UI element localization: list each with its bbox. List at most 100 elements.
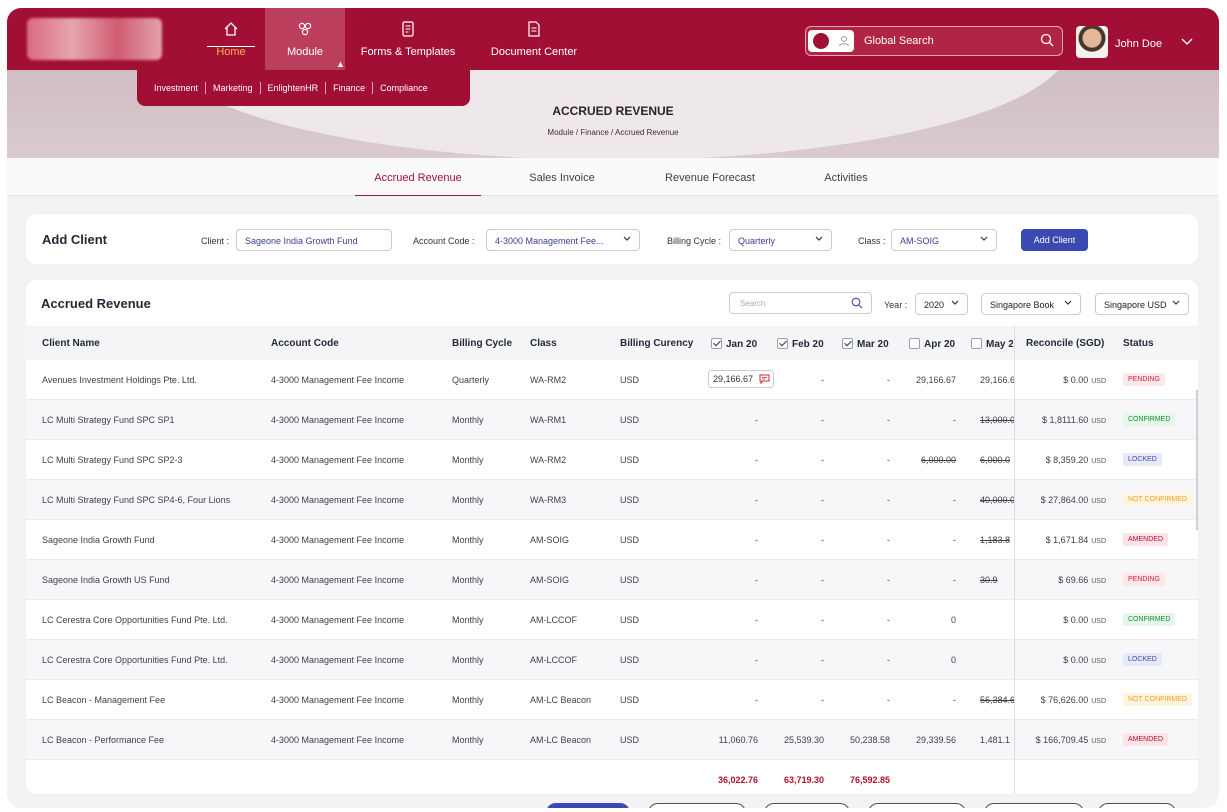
add-client-button[interactable]: Add Client	[1021, 229, 1088, 251]
submenu-item-marketing[interactable]: Marketing	[206, 82, 261, 94]
table-row[interactable]: LC Cerestra Core Opportunities Fund Pte.…	[26, 600, 1198, 640]
reconcile-unit: USD	[1091, 418, 1106, 425]
col-apr-label: Apr 20	[924, 339, 956, 350]
search-icon[interactable]	[1040, 33, 1054, 47]
table-row[interactable]: Sageone India Growth Fund 4-3000 Manageme…	[26, 520, 1198, 560]
action-button-6[interactable]	[1098, 803, 1176, 808]
apr-cell: -	[953, 415, 956, 425]
table-row[interactable]: LC Multi Strategy Fund SPC SP2-3 4-3000 M…	[26, 440, 1198, 480]
col-status[interactable]: Status	[1123, 338, 1154, 349]
table-search-input[interactable]: Search	[729, 292, 872, 314]
feb-cell: -	[821, 695, 824, 705]
action-button-3[interactable]	[764, 803, 850, 808]
table-row[interactable]: LC Beacon - Management Fee 4-3000 Managem…	[26, 680, 1198, 720]
chevron-down-icon	[623, 236, 631, 241]
jan-checkbox[interactable]	[711, 338, 722, 349]
col-apr[interactable]: Apr 20	[909, 338, 955, 350]
may-cell-clip: 6,000.0	[971, 455, 1015, 469]
tab-activities[interactable]: Activities	[824, 172, 868, 184]
comment-icon[interactable]	[759, 374, 770, 384]
tab-revenue-forecast[interactable]: Revenue Forecast	[665, 172, 755, 184]
search-icon[interactable]	[851, 297, 863, 309]
submenu-item-finance[interactable]: Finance	[326, 82, 374, 94]
may-cell-clip: 1,183.8	[971, 535, 1015, 549]
billing-cycle-cell: Monthly	[452, 455, 484, 465]
book-select[interactable]: Singapore Book	[981, 293, 1081, 315]
nav-forms-templates[interactable]: Forms & Templates	[357, 8, 459, 70]
search-scope-toggle[interactable]	[808, 30, 854, 52]
table-row[interactable]: Avenues Investment Holdings Pte. Ltd. 4-3…	[26, 360, 1198, 400]
global-search[interactable]: Global Search	[805, 26, 1063, 56]
chevron-down-icon	[1172, 300, 1180, 305]
avatar[interactable]	[1076, 26, 1108, 58]
may-checkbox[interactable]	[971, 338, 982, 349]
nav-module[interactable]: Module	[265, 8, 345, 70]
may-cell-clip: 40,000.0	[971, 495, 1015, 509]
nav-forms-label: Forms & Templates	[360, 46, 456, 58]
may-cell-clip	[971, 655, 1015, 669]
vertical-scrollbar[interactable]	[1196, 390, 1198, 530]
table-row[interactable]: LC Multi Strategy Fund SPC SP1 4-3000 Man…	[26, 400, 1198, 440]
reconcile-cell: $ 166,709.45 USD	[1036, 735, 1106, 745]
nav-document-center[interactable]: Document Center	[485, 8, 583, 70]
reconcile-value: $ 8,359.20	[1045, 455, 1089, 465]
submenu-item-compliance[interactable]: Compliance	[380, 83, 428, 93]
apr-checkbox[interactable]	[909, 338, 920, 349]
col-feb-label: Feb 20	[792, 339, 824, 350]
col-jan[interactable]: Jan 20	[711, 338, 757, 350]
company-logo[interactable]	[27, 18, 162, 60]
may-cell-clip: 30.9	[971, 575, 1015, 589]
client-name-cell: LC Beacon - Performance Fee	[42, 735, 165, 745]
year-label: Year :	[884, 300, 908, 310]
action-button-primary[interactable]	[546, 803, 630, 808]
submenu-item-enlightenhr[interactable]: EnlightenHR	[261, 82, 327, 94]
client-input[interactable]: Sageone India Growth Fund	[236, 229, 392, 251]
col-mar-label: Mar 20	[857, 339, 889, 350]
feb-checkbox[interactable]	[777, 338, 788, 349]
table-row[interactable]: LC Beacon - Performance Fee 4-3000 Manage…	[26, 720, 1198, 760]
col-account-code[interactable]: Account Code	[271, 338, 339, 349]
action-button-2[interactable]	[648, 803, 746, 808]
account-code-select[interactable]: 4-3000 Management Fee...	[486, 229, 640, 251]
user-name[interactable]: John Doe	[1115, 38, 1163, 50]
year-select[interactable]: 2020	[915, 293, 968, 315]
currency-cell: USD	[620, 375, 640, 385]
col-class[interactable]: Class	[530, 338, 557, 349]
table-row[interactable]: LC Cerestra Core Opportunities Fund Pte.…	[26, 640, 1198, 680]
col-may[interactable]: May 2	[971, 338, 1013, 350]
col-mar[interactable]: Mar 20	[842, 338, 889, 350]
reconcile-cell: $ 8,359.20 USD	[1046, 455, 1106, 465]
mar-cell: -	[887, 415, 890, 425]
action-button-5[interactable]	[984, 803, 1084, 808]
col-reconcile[interactable]: Reconcile (SGD)	[1026, 338, 1105, 349]
client-name-cell: LC Multi Strategy Fund SPC SP1	[42, 415, 175, 425]
mar-checkbox[interactable]	[842, 338, 853, 349]
currency-select[interactable]: Singapore USD	[1095, 293, 1189, 315]
apr-cell: 29,339.56	[915, 735, 956, 745]
currency-cell: USD	[620, 655, 640, 665]
nav-home[interactable]: Home	[207, 8, 255, 70]
col-billing-cycle[interactable]: Billing Cycle	[452, 338, 513, 349]
tab-accrued-revenue[interactable]: Accrued Revenue	[355, 158, 481, 196]
client-name-cell: LC Multi Strategy Fund SPC SP2-3	[42, 455, 183, 465]
frozen-column-divider	[1014, 326, 1015, 794]
table-row[interactable]: LC Multi Strategy Fund SPC SP4-6, Four L…	[26, 480, 1198, 520]
class-cell: WA-RM2	[530, 455, 567, 465]
col-client-name[interactable]: Client Name	[42, 338, 100, 349]
jan-amount-input[interactable]: 29,166.67	[708, 370, 774, 388]
col-feb[interactable]: Feb 20	[777, 338, 824, 350]
may-cell-clip: 56,384.6	[971, 695, 1015, 709]
col-billing-currency[interactable]: Billing Curency	[620, 338, 694, 349]
forms-icon	[399, 20, 417, 38]
submenu-item-investment[interactable]: Investment	[147, 82, 207, 94]
action-button-4[interactable]	[868, 803, 966, 808]
reconcile-unit: USD	[1091, 458, 1106, 465]
class-value: AM-SOIG	[900, 236, 940, 246]
billing-cycle-select[interactable]: Quarterly	[729, 229, 832, 251]
table-row[interactable]: Sageone India Growth US Fund 4-3000 Manag…	[26, 560, 1198, 600]
chevron-down-icon[interactable]	[1181, 38, 1193, 46]
tab-sales-invoice[interactable]: Sales Invoice	[529, 172, 595, 184]
class-select[interactable]: AM-SOIG	[891, 229, 997, 251]
feb-cell: -	[821, 655, 824, 665]
may-cell: 13,000.0	[980, 415, 1015, 425]
